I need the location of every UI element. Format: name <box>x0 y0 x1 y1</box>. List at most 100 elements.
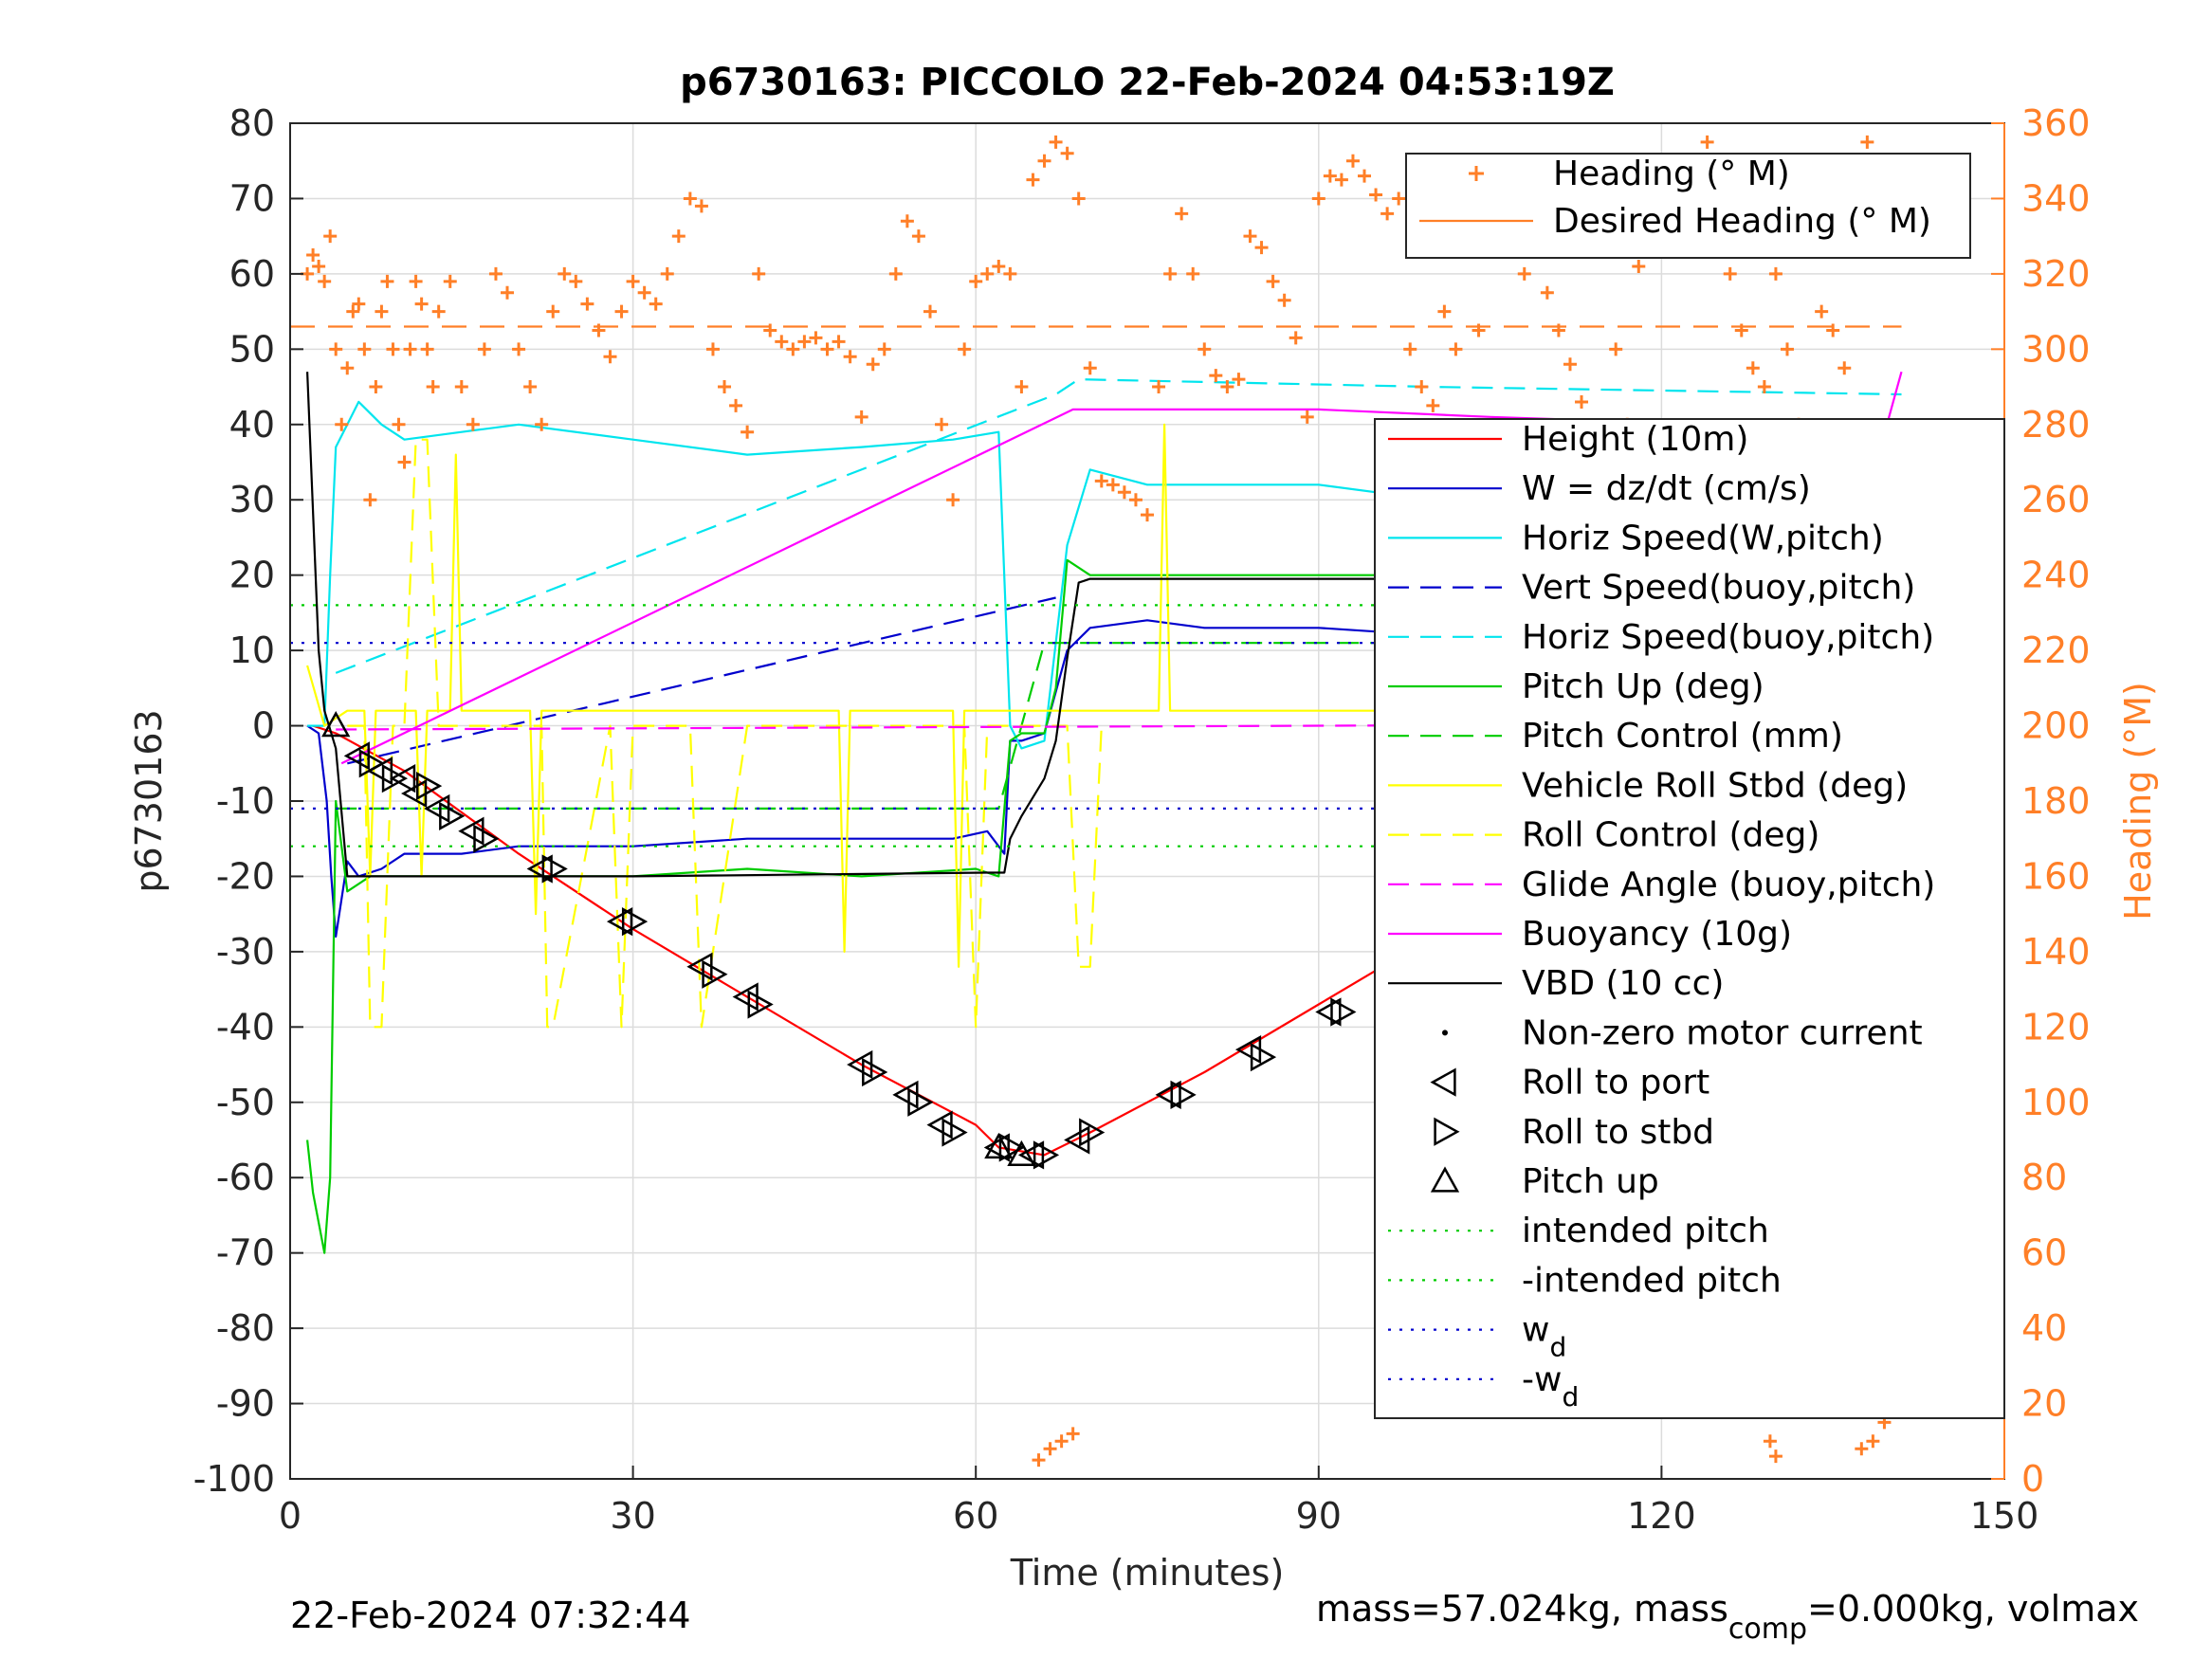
heading-point <box>671 229 686 244</box>
heading-point <box>512 342 526 356</box>
main-legend: Height (10m) W = dz/dt (cm/s) Horiz Speed(… <box>1374 418 2005 1419</box>
heading-point <box>809 331 823 345</box>
heading-point <box>820 342 834 356</box>
heading-point <box>1060 146 1074 160</box>
heading-point <box>1415 380 1429 394</box>
heading-point <box>877 342 891 356</box>
heading-point <box>569 274 583 288</box>
legend-entry-buoyancy-10g: Buoyancy (10g) <box>1522 915 1792 954</box>
heading-point <box>1220 380 1234 394</box>
legend-entry-pitch-control-mm: Pitch Control (mm) <box>1522 717 1843 756</box>
heading-point <box>1540 285 1554 300</box>
roll-to-stbd-marker <box>747 990 774 1019</box>
roll-to-stbd-marker <box>998 1133 1025 1162</box>
heading-point <box>958 342 972 356</box>
heading-point <box>1757 380 1771 394</box>
heading-legend: Heading (° M) Desired Heading (° M) <box>1405 153 1971 259</box>
heading-point <box>1032 1453 1046 1468</box>
heading-point <box>1632 259 1646 273</box>
roll-to-stbd-marker <box>381 764 409 793</box>
heading-point <box>1289 331 1303 345</box>
heading-point <box>1768 266 1782 281</box>
heading-point <box>501 285 515 300</box>
heading-point <box>705 342 720 356</box>
heading-point <box>1345 154 1360 168</box>
heading-point <box>1855 1442 1869 1456</box>
heading-point <box>1254 241 1269 255</box>
legend-entry-intended-pitch: -intended pitch <box>1522 1261 1782 1300</box>
right-y-tick-label: 120 <box>2021 1006 2091 1048</box>
left-y-axis-label: p6730163 <box>128 709 170 892</box>
heading-point <box>980 266 995 281</box>
left-y-tick-label: 20 <box>229 555 275 596</box>
heading-point <box>1054 1434 1069 1449</box>
heading-point <box>318 274 332 288</box>
heading-point <box>1209 369 1223 383</box>
heading-point <box>1323 169 1337 183</box>
heading-point <box>477 342 491 356</box>
heading-point <box>431 304 446 319</box>
right-y-tick-label: 0 <box>2021 1458 2044 1500</box>
heading-point <box>1563 357 1577 372</box>
heading-point <box>1066 1427 1080 1441</box>
heading-point <box>775 335 789 349</box>
heading-point <box>718 380 732 394</box>
heading-point <box>1815 304 1829 319</box>
heading-point <box>969 274 983 288</box>
heading-point <box>1243 229 1257 244</box>
heading-point <box>1300 410 1314 424</box>
x-tick-label: 30 <box>610 1495 655 1537</box>
heading-point <box>1437 304 1452 319</box>
right-y-tick-label: 180 <box>2021 780 2091 822</box>
roll-to-port-marker <box>1315 997 1342 1027</box>
heading-point <box>488 266 503 281</box>
roll-to-stbd-marker <box>621 906 649 937</box>
roll-to-stbd-marker <box>941 1118 968 1147</box>
heading-point <box>466 417 480 431</box>
roll-to-port-marker <box>983 1133 1010 1162</box>
left-y-tick-label: -50 <box>216 1082 275 1123</box>
right-y-tick-label: 100 <box>2021 1082 2091 1123</box>
heading-point <box>843 350 857 364</box>
roll-to-port-marker <box>389 764 416 793</box>
heading-point <box>1517 266 1531 281</box>
heading-point <box>1837 361 1852 375</box>
right-y-axis-ticks: 3603403203002802602402202001801601401201… <box>1991 102 2091 1500</box>
right-y-tick-label: 20 <box>2021 1383 2067 1425</box>
heading-point <box>694 199 708 213</box>
pitch-up-marker <box>1007 1139 1036 1167</box>
heading-point <box>1175 207 1189 221</box>
roll-to-port-marker <box>526 854 553 884</box>
heading-point <box>335 417 349 431</box>
legend-swatch-triangle <box>1430 1166 1460 1193</box>
heading-point <box>1780 342 1794 356</box>
heading-point <box>397 455 411 469</box>
right-y-tick-label: 320 <box>2021 253 2091 295</box>
footer-timestamp: 22-Feb-2024 07:32:44 <box>290 1595 691 1636</box>
heading-point <box>392 417 406 431</box>
heading-point <box>900 214 914 228</box>
heading-point <box>854 410 868 424</box>
heading-point <box>786 342 800 356</box>
heading-point <box>1403 342 1417 356</box>
heading-point <box>1083 361 1097 375</box>
heading-point <box>1734 323 1748 337</box>
heading-point <box>614 304 629 319</box>
series-vert-speed-buoy-pitch <box>347 596 1056 765</box>
legend-entry-height-10m: Height (10m) <box>1522 420 1748 459</box>
heading-point <box>1128 493 1143 507</box>
roll-to-stbd-marker <box>541 854 568 884</box>
heading-point <box>454 380 468 394</box>
heading-point <box>403 342 417 356</box>
roll-to-stbd-marker <box>473 824 500 853</box>
heading-point <box>1071 191 1086 206</box>
heading-point <box>340 361 355 375</box>
right-y-tick-label: 340 <box>2021 177 2091 219</box>
heading-point <box>1700 135 1714 149</box>
footer-mass: mass=57.024kg, masscomp=0.000kg, volmax <box>1316 1588 2139 1646</box>
left-y-tick-label: 60 <box>229 253 275 295</box>
heading-point <box>992 259 1006 273</box>
heading-point <box>888 266 903 281</box>
heading-point <box>1266 274 1280 288</box>
heading-point <box>352 297 366 311</box>
